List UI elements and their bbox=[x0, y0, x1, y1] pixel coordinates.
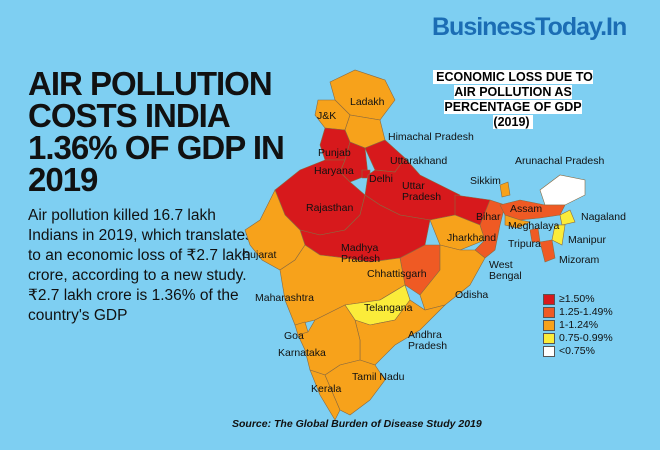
state-label: Delhi bbox=[369, 173, 393, 185]
state-label: Tripura bbox=[508, 238, 541, 250]
state-label: Rajasthan bbox=[306, 202, 354, 214]
map-title-text: ECONOMIC LOSS DUE TO AIR POLLUTION AS PE… bbox=[433, 70, 593, 129]
state-region-arunachal-pradesh bbox=[539, 174, 586, 206]
source-note: Source: The Global Burden of Disease Stu… bbox=[232, 418, 482, 430]
state-region-sikkim bbox=[499, 181, 511, 198]
state-label: Nagaland bbox=[581, 211, 626, 223]
legend-swatch bbox=[543, 306, 555, 318]
brand-logo: BusinessToday.In bbox=[432, 13, 627, 41]
state-label: Kerala bbox=[311, 383, 342, 395]
state-label: Karnataka bbox=[278, 347, 326, 359]
state-label: Chhattisgarh bbox=[367, 268, 427, 280]
legend-swatch bbox=[543, 345, 555, 357]
state-region-tamil-nadu bbox=[324, 359, 386, 416]
legend-item: <0.75% bbox=[543, 345, 613, 358]
state-region-meghalaya bbox=[504, 214, 531, 229]
state-region-manipur bbox=[551, 224, 566, 246]
state-label: West Bengal bbox=[489, 259, 522, 282]
state-label: Meghalaya bbox=[508, 220, 560, 232]
legend-item: 1.25-1.49% bbox=[543, 306, 613, 319]
state-label: Telangana bbox=[364, 302, 413, 314]
state-label: Manipur bbox=[568, 234, 606, 246]
state-label: J&K bbox=[317, 110, 337, 122]
legend-label: 1-1.24% bbox=[559, 319, 599, 332]
state-label: Arunachal Pradesh bbox=[515, 155, 605, 167]
state-region-mizoram bbox=[539, 239, 556, 263]
state-label: Haryana bbox=[314, 165, 354, 177]
state-label: Andhra Pradesh bbox=[408, 329, 448, 352]
legend-label: 1.25-1.49% bbox=[559, 306, 613, 319]
state-label: Sikkim bbox=[470, 175, 501, 187]
state-label: Tamil Nadu bbox=[352, 371, 405, 383]
legend-swatch bbox=[543, 319, 555, 331]
state-label: Punjab bbox=[318, 147, 351, 159]
legend-label: 0.75-0.99% bbox=[559, 332, 613, 345]
state-label: Assam bbox=[510, 203, 543, 215]
legend-label: ≥1.50% bbox=[559, 293, 595, 306]
state-label: Goa bbox=[284, 330, 304, 342]
legend-swatch bbox=[543, 293, 555, 305]
state-label: Gujarat bbox=[242, 249, 277, 261]
state-label: Ladakh bbox=[350, 96, 385, 108]
map-title: ECONOMIC LOSS DUE TO AIR POLLUTION AS PE… bbox=[428, 70, 598, 130]
state-label: Odisha bbox=[455, 289, 489, 301]
state-label: Uttar Pradesh bbox=[402, 180, 442, 203]
description: Air pollution killed 16.7 lakh Indians i… bbox=[28, 207, 253, 324]
state-label: Maharashtra bbox=[255, 292, 314, 304]
state-region-west-bengal bbox=[474, 199, 506, 259]
state-region-kerala bbox=[309, 369, 341, 421]
legend-item: 0.75-0.99% bbox=[543, 332, 613, 345]
state-label: Mizoram bbox=[559, 254, 600, 266]
state-regions bbox=[244, 69, 586, 421]
map-legend: ≥1.50% 1.25-1.49% 1-1.24% 0.75-0.99% <0.75% bbox=[543, 293, 613, 358]
legend-swatch bbox=[543, 332, 555, 344]
state-region-nagaland bbox=[559, 209, 576, 226]
headline: AIR POLLUTION COSTS INDIA 1.36% OF GDP I… bbox=[28, 65, 285, 198]
state-label: Himachal Pradesh bbox=[388, 131, 474, 143]
legend-item: ≥1.50% bbox=[543, 293, 613, 306]
legend-label: <0.75% bbox=[559, 345, 595, 358]
state-label: Bihar bbox=[476, 211, 501, 223]
state-label: Madhya Pradesh bbox=[341, 242, 381, 265]
state-region-karnataka bbox=[297, 304, 361, 376]
state-label: Jharkhand bbox=[447, 232, 497, 244]
state-label: Uttarakhand bbox=[390, 155, 448, 167]
legend-item: 1-1.24% bbox=[543, 319, 613, 332]
